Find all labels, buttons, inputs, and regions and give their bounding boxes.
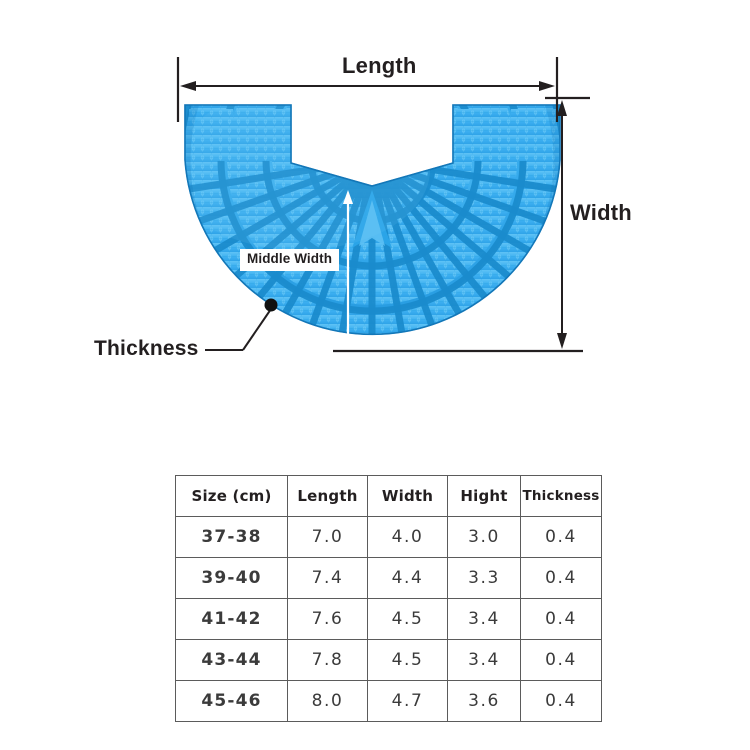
cell-hight: 3.3 [447,557,521,599]
diagram-svg [176,57,590,353]
heel-pad-diagram: Length Width Thickness Middle Width [94,53,632,360]
heel-pad-shape [184,104,561,336]
table-header-row: Size (cm) Length Width Hight Thickness [175,475,602,517]
column-header-size: Size (cm) [175,475,288,517]
width-arrow-down-icon [557,333,567,349]
table-row: 43-44 7.8 4.5 3.4 0.4 [175,639,602,681]
middle-width-dimension [343,190,353,349]
width-arrow-up-icon [557,100,567,116]
length-dimension [176,57,559,122]
cell-thickness: 0.4 [520,516,602,558]
cell-hight: 3.4 [447,639,521,681]
column-header-width: Width [367,475,448,517]
cell-hight: 3.6 [447,680,521,722]
thickness-label: Thickness [94,337,199,360]
cell-size: 41-42 [175,598,288,640]
cell-width: 4.7 [367,680,448,722]
length-label: Length [342,53,417,78]
cell-width: 4.0 [367,516,448,558]
column-header-length: Length [287,475,368,517]
cell-width: 4.5 [367,598,448,640]
cell-length: 7.4 [287,557,368,599]
width-label: Width [570,200,632,225]
tread-pattern [185,105,560,335]
width-dimension [333,96,590,353]
middle-width-label: Middle Width [240,249,340,271]
cell-thickness: 0.4 [520,557,602,599]
middle-width-arrow-down-icon [343,335,353,349]
table-row: 37-38 7.0 4.0 3.0 0.4 [175,516,602,558]
cell-hight: 3.4 [447,598,521,640]
table-row: 45-46 8.0 4.7 3.6 0.4 [175,680,602,722]
cell-thickness: 0.4 [520,680,602,722]
thickness-point-dot-icon [264,298,278,312]
cell-width: 4.5 [367,639,448,681]
length-arrow-right-icon [539,81,555,91]
table-row: 39-40 7.4 4.4 3.3 0.4 [175,557,602,599]
shoulder-blocks [189,109,556,161]
size-chart-table: Size (cm) Length Width Hight Thickness 3… [175,475,602,722]
table-row: 41-42 7.6 4.5 3.4 0.4 [175,598,602,640]
column-header-thickness: Thickness [520,475,602,517]
cell-length: 7.8 [287,639,368,681]
cell-hight: 3.0 [447,516,521,558]
cell-size: 43-44 [175,639,288,681]
column-header-hight: Hight [447,475,521,517]
cell-length: 8.0 [287,680,368,722]
length-arrow-left-icon [180,81,196,91]
thickness-leader [205,298,278,351]
cell-size: 45-46 [175,680,288,722]
cell-size: 37-38 [175,516,288,558]
cell-length: 7.6 [287,598,368,640]
cell-size: 39-40 [175,557,288,599]
cell-length: 7.0 [287,516,368,558]
cell-thickness: 0.4 [520,598,602,640]
center-arrow-motif [352,190,392,248]
middle-width-arrow-up-icon [343,190,353,204]
cell-width: 4.4 [367,557,448,599]
cell-thickness: 0.4 [520,639,602,681]
